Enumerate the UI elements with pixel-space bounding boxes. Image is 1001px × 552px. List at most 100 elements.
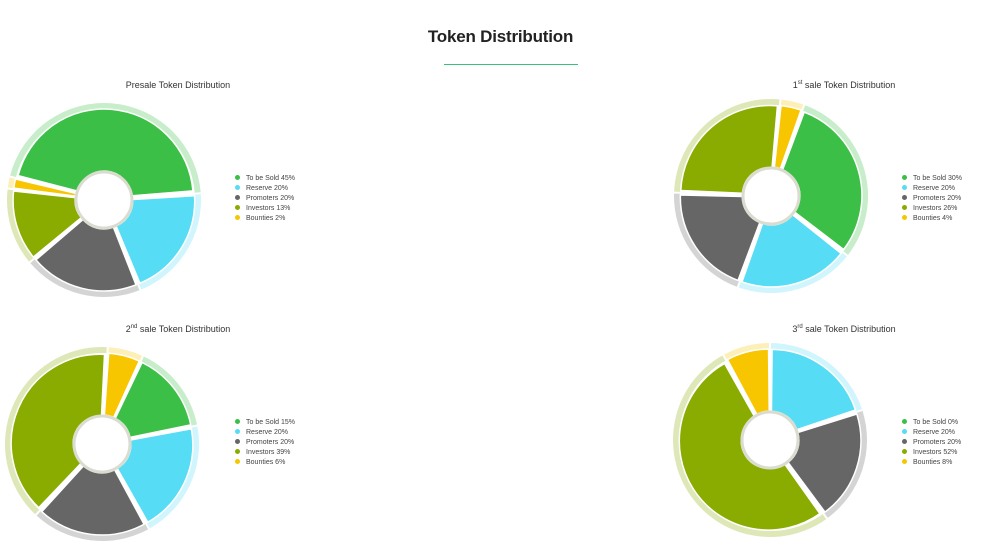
chart-title-ordinal-suffix: st [797,80,803,86]
legend-item-reserve[interactable]: Reserve 20% [902,428,961,438]
pie-slice-investors[interactable] [678,362,821,531]
legend-item-bounties[interactable]: Bounties 6% [235,458,295,468]
pie-slice-promoters[interactable] [40,464,146,536]
title-underline [444,64,578,65]
pie-slice-to-be-sold[interactable] [17,108,194,197]
pie-slice-bounties[interactable] [773,104,802,170]
pie-slice-bounties[interactable] [726,348,770,416]
pie-slice-bounties[interactable] [103,352,141,419]
legend-label: Promoters 20% [246,439,295,446]
legend-item-investors[interactable]: Investors 39% [235,448,295,458]
legend-label: Investors 52% [913,449,958,456]
legend-dot-icon [902,438,907,444]
page-title: Token Distribution [427,27,574,46]
pie-slice-to-be-sold[interactable] [781,111,863,251]
chart-legend: To be Sold 30% Reserve 20% Promoters 20% In… [902,174,962,224]
legend-label: To be Sold 45% [246,175,296,182]
legend-dot-icon [902,458,907,464]
pie-slice-halo-investors [672,355,827,538]
pie-slice-to-be-sold[interactable] [114,361,192,439]
legend-item-investors[interactable]: Investors 52% [902,448,961,458]
legend-label: Bounties 2% [246,215,286,222]
legend-dot-icon [235,214,240,220]
legend-dot-icon [235,204,240,210]
pie-slice-reserve[interactable] [115,194,196,285]
legend-item-promoters[interactable]: Promoters 20% [902,194,962,204]
legend-item-promoters[interactable]: Promoters 20% [902,438,961,448]
chart-title-text: sale Token Distribution [804,80,896,90]
chart-title-ordinal-suffix: nd [130,324,138,330]
legend-label: Bounties 4% [913,215,953,222]
pie-slice-reserve[interactable] [116,427,194,524]
chart-legend: To be Sold 0% Reserve 20% Promoters 20% Inv… [902,418,961,468]
pie-slice-reserve[interactable] [741,213,843,288]
pie-slice-promoters[interactable] [786,413,862,514]
chart-title-text: Presale Token Distribution [125,80,231,90]
legend-label: Bounties 8% [913,459,953,466]
legend-dot-icon [902,184,907,190]
pie-slice-promoters[interactable] [34,218,137,292]
chart-title: 2nd sale Token Distribution [8,324,348,334]
legend-label: Investors 13% [246,205,291,212]
legend-item-promoters[interactable]: Promoters 20% [235,438,295,448]
legend-item-promoters[interactable]: Promoters 20% [235,194,295,204]
legend-item-bounties[interactable]: Bounties 4% [902,214,962,224]
legend-item-to-be-sold[interactable]: To be Sold 45% [235,174,295,184]
legend-item-to-be-sold[interactable]: To be Sold 30% [902,174,962,184]
chart-title-ordinal-suffix: rd [797,324,803,330]
legend-dot-icon [902,448,907,454]
legend-label: Reserve 20% [913,185,956,192]
pie-center-hole [74,170,134,230]
legend-item-reserve[interactable]: Reserve 20% [902,184,962,194]
legend-label: Promoters 20% [246,195,295,202]
legend-item-reserve[interactable]: Reserve 20% [235,184,295,194]
legend-label: Promoters 20% [913,195,962,202]
pie-slice-halo-promoters [30,259,140,297]
pie-slice-halo-to-be-sold [141,356,198,426]
chart-legend: To be Sold 45% Reserve 20% Promoters 20% In… [235,174,295,224]
pie-slice-promoters[interactable] [679,194,761,282]
legend-dot-icon [235,458,240,464]
legend-item-to-be-sold[interactable]: To be Sold 0% [902,418,961,428]
chart-title: 3rd sale Token Distribution [674,324,1001,334]
pie-slice-halo-promoters [36,511,149,541]
chart-title: Presale Token Distribution [8,80,348,90]
chart-title-text: sale Token Distribution [805,324,896,334]
pie-slice-reserve[interactable] [770,348,857,431]
chart-title: 1st sale Token Distribution [674,80,1001,90]
pie-slice-bounties[interactable] [12,178,77,198]
legend-item-bounties[interactable]: Bounties 8% [902,458,961,468]
legend-item-bounties[interactable]: Bounties 2% [235,214,295,224]
pie-slice-investors[interactable] [10,353,106,509]
pie-slice-halo-investors [6,189,34,262]
legend-label: To be Sold 30% [913,175,963,182]
pie-slice-halo-promoters [824,410,867,518]
legend-dot-icon [235,174,240,180]
legend-label: Promoters 20% [913,439,962,446]
legend-item-investors[interactable]: Investors 13% [235,204,295,214]
pie-slice-halo-reserve [138,194,201,290]
pie-slice-investors[interactable] [679,104,779,195]
legend-label: To be Sold 0% [913,419,959,426]
legend-dot-icon [235,448,240,454]
legend-dot-icon [902,418,907,424]
pie-slice-halo-promoters [673,193,739,287]
pie-slice-halo-to-be-sold [803,105,868,255]
legend-dot-icon [902,204,907,210]
legend-item-to-be-sold[interactable]: To be Sold 15% [235,418,295,428]
legend-dot-icon [235,438,240,444]
pie-slice-investors[interactable] [12,190,83,259]
pie-center-hole [740,410,800,470]
legend-dot-icon [235,184,240,190]
legend-dot-icon [235,418,240,424]
legend-item-investors[interactable]: Investors 26% [902,204,962,214]
pie-center-hole [741,166,801,226]
pie-slice-halo-bounties [724,343,770,360]
legend-item-reserve[interactable]: Reserve 20% [235,428,295,438]
pie-center-hole [72,414,132,474]
